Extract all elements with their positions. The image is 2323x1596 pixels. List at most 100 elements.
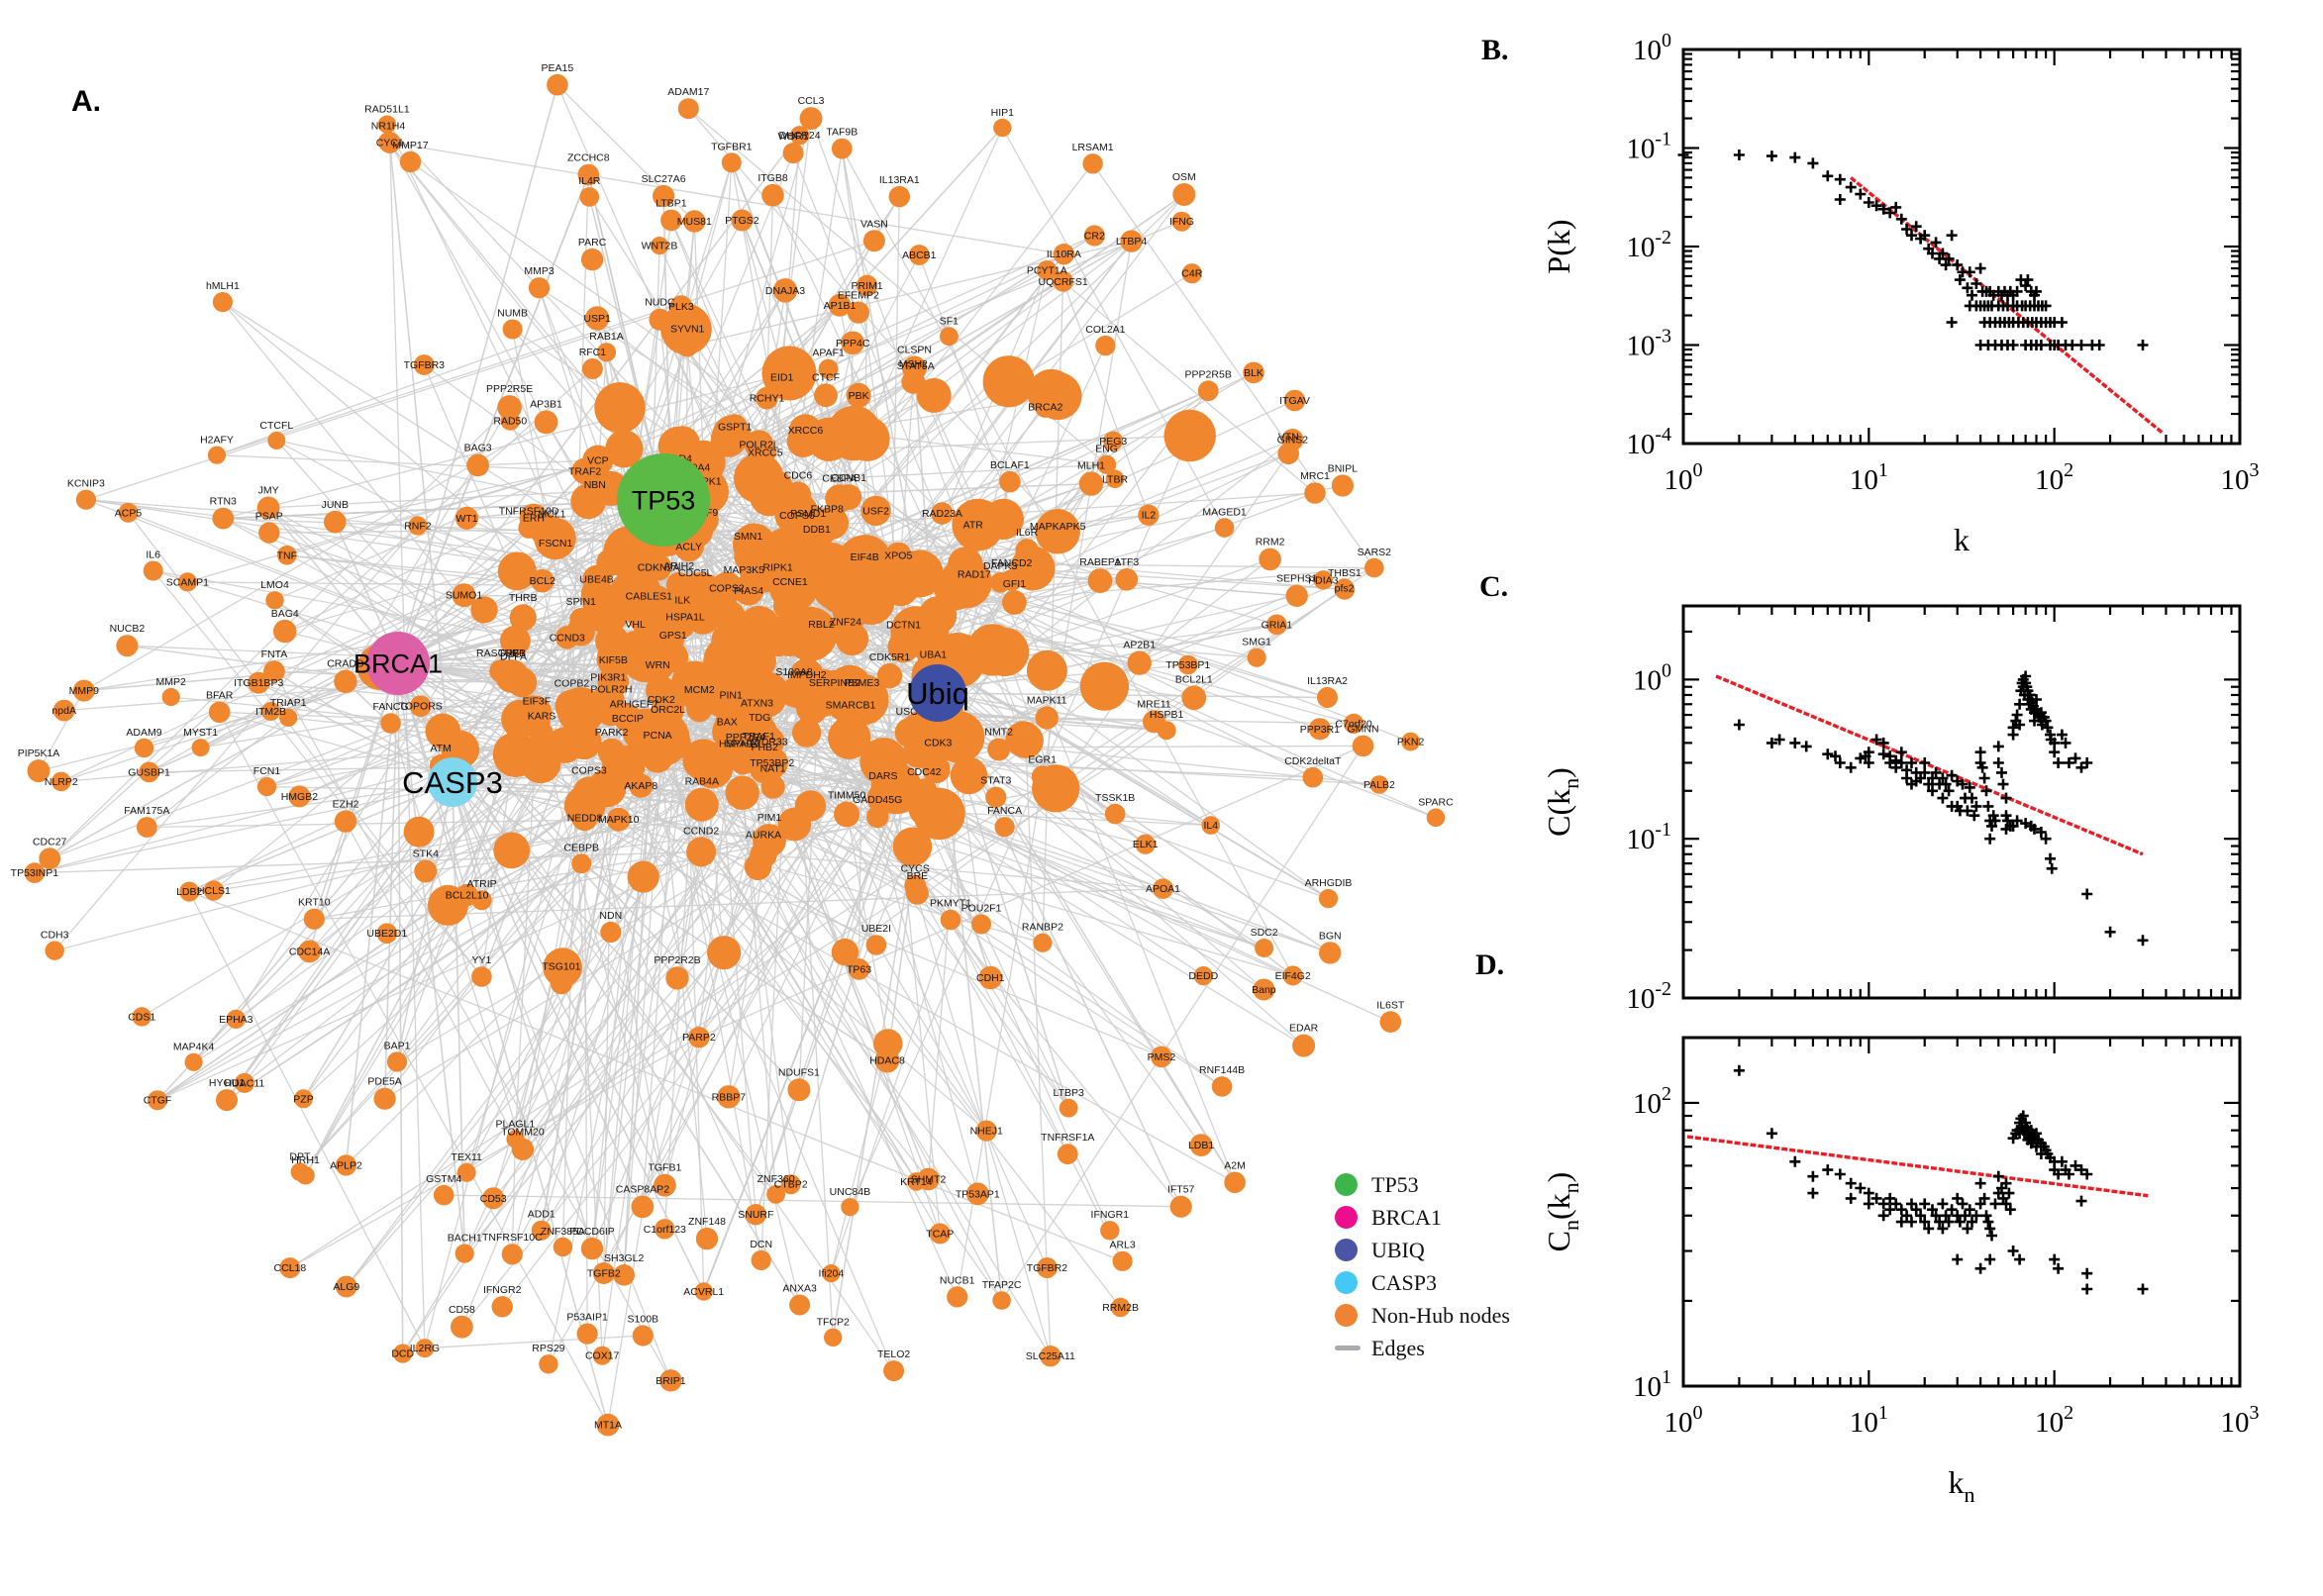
data-point: [1800, 741, 1812, 752]
network-node-label: SMG1: [1242, 637, 1271, 648]
network-node-label: PIP5K1A: [18, 748, 60, 759]
network-node: [279, 708, 298, 728]
network-node-label: ANXA3: [782, 1282, 817, 1294]
network-node-label: TRAF1: [743, 731, 775, 743]
data-point: [1830, 750, 1841, 762]
network-node: [649, 308, 671, 331]
network-node: [1214, 518, 1235, 538]
network-node-label: PCYT1A: [1027, 265, 1067, 277]
network-node: [45, 941, 64, 960]
network-edge: [274, 599, 620, 821]
network-node: [694, 1282, 713, 1301]
network-node: [1319, 942, 1342, 964]
data-point: [1901, 1210, 1913, 1222]
network-node: [686, 837, 717, 867]
hub-node-ubiq: [909, 664, 966, 722]
fit-line: [1715, 674, 2144, 856]
network-node: [1364, 557, 1384, 578]
network-node: [790, 126, 810, 146]
network-node: [665, 966, 689, 990]
network-node: [1253, 978, 1275, 1001]
network-node-label: HCLS1: [197, 885, 231, 897]
network-node: [596, 343, 617, 362]
network-edge: [841, 148, 1294, 976]
data-point: [2053, 1168, 2065, 1180]
network-edge: [289, 1037, 700, 1269]
data-point: [2022, 274, 2034, 286]
network-node-label: FANCA: [987, 805, 1022, 817]
network-node-label: IFNGR1: [1091, 1209, 1130, 1221]
network-node-label: MMP17: [392, 140, 428, 151]
axis-tick-label: 101: [1633, 1366, 1671, 1403]
network-node-label: EPHA3: [219, 1014, 253, 1026]
network-node-label: DARS: [868, 770, 897, 782]
network-node-label: TCAP: [926, 1228, 954, 1240]
network-node: [539, 1354, 558, 1374]
network-node: [1115, 568, 1139, 591]
network-node: [750, 477, 789, 517]
data-point: [2020, 818, 2032, 830]
network-node-label: UQCRFS1: [1039, 276, 1088, 288]
network-node-label: PPP3R1: [1300, 724, 1340, 736]
network-node: [1002, 590, 1027, 615]
network-node: [860, 495, 891, 527]
network-node-label: NLRP2: [45, 776, 78, 788]
network-node-label: ACVRL1: [683, 1286, 724, 1298]
data-point: [1989, 815, 2001, 827]
network-node-label: ATM: [430, 743, 451, 754]
data-point: [2014, 1253, 2026, 1265]
network-node: [1105, 469, 1125, 489]
network-node-label: RAD17: [958, 568, 991, 580]
network-node: [547, 727, 583, 763]
network-node: [831, 939, 859, 966]
network-node-label: WDR33: [752, 736, 788, 748]
network-node-label: EZH2: [333, 798, 359, 810]
network-node-label: CTCFL: [259, 420, 293, 432]
network-edge: [34, 406, 511, 874]
network-edge: [587, 174, 664, 501]
network-node-label: CR2: [1084, 231, 1105, 243]
network-edge: [188, 781, 454, 893]
axis-tick-label: 103: [2221, 1402, 2260, 1439]
network-node-label: PIAS4: [734, 585, 763, 597]
data-point: [1845, 1192, 1857, 1204]
data-point: [1940, 1210, 1952, 1222]
network-node-label: GUSBP1: [128, 766, 170, 778]
legend-label: BRCA1: [1371, 1204, 1442, 1230]
data-point: [2049, 737, 2061, 748]
network-edge: [941, 194, 1185, 514]
network-node: [1282, 965, 1303, 986]
network-node: [523, 707, 551, 736]
network-node: [642, 742, 673, 773]
network-edge: [53, 525, 419, 951]
network-edge: [452, 781, 705, 1292]
network-node: [847, 689, 876, 719]
network-node-label: CEBPB: [563, 842, 599, 853]
network-node: [528, 277, 551, 299]
network-node-label: PTGS2: [725, 215, 759, 227]
network-edge: [443, 730, 1293, 977]
data-point: [2064, 757, 2074, 768]
axis-tick-label: 10-2: [1626, 227, 1671, 263]
network-node: [999, 470, 1021, 493]
network-node-label: EIF4G2: [1275, 970, 1311, 982]
network-node: [683, 210, 706, 233]
network-node: [822, 669, 848, 696]
network-node: [1369, 775, 1389, 794]
network-node: [657, 642, 689, 673]
network-node: [789, 1294, 811, 1316]
network-node: [413, 354, 435, 375]
network-node-label: EFEMP2: [838, 290, 879, 302]
network-node: [208, 701, 231, 724]
hub-label-tp53: TP53: [632, 485, 696, 515]
network-node-label: SCAMP1: [166, 576, 209, 588]
network-node: [1255, 939, 1274, 957]
network-node-label: FAM175A: [124, 805, 169, 817]
data-point: [1954, 274, 1966, 286]
network-edge: [424, 1335, 644, 1349]
network-nodes: [24, 73, 1446, 1437]
network-node-label: PHB2: [751, 742, 778, 753]
network-edge: [601, 601, 708, 1356]
network-node-label: PLAGL1: [496, 1119, 536, 1131]
network-node-label: SYVN1: [670, 324, 705, 336]
